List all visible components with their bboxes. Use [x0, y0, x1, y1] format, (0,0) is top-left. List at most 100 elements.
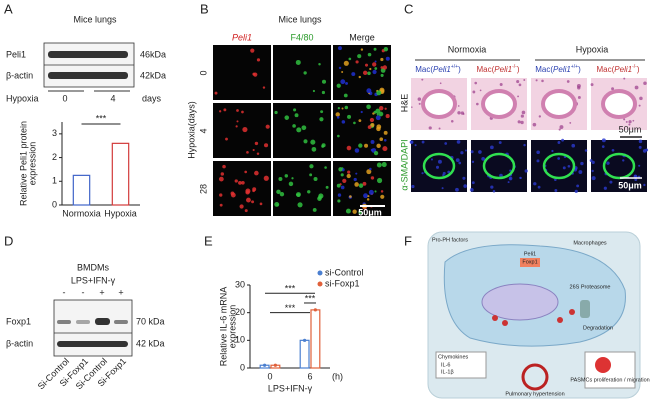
cell-dot — [222, 164, 226, 169]
cell-dot — [238, 181, 242, 185]
dapi-dot — [411, 184, 415, 189]
dapi-dot — [441, 187, 444, 190]
bar-dot — [313, 308, 317, 312]
cell-dot — [383, 139, 387, 142]
dapi-dot — [455, 158, 460, 163]
bar-dot — [263, 363, 267, 367]
cell-dot — [376, 113, 379, 116]
panel-title: Mice lungs — [278, 14, 322, 24]
panel-title: BMDMs — [77, 262, 109, 272]
legend-label: si-Control — [325, 267, 364, 277]
treatment-sign: - — [63, 287, 66, 297]
cell-dot — [340, 79, 346, 85]
cell-dot — [380, 73, 384, 77]
cell-dot — [336, 83, 341, 88]
cell-dot — [379, 137, 384, 142]
he-dot — [576, 83, 581, 88]
y-tick-label: 3 — [52, 128, 57, 138]
blot-row: β-actin — [6, 70, 33, 80]
genotype-part: -/- — [512, 64, 517, 70]
genotype-part: ) — [517, 65, 520, 74]
significance: *** — [96, 113, 107, 123]
cell-dot — [367, 52, 372, 57]
cell-dot — [236, 109, 239, 112]
bar-dot — [273, 363, 277, 367]
he-dot — [439, 82, 442, 85]
dapi-dot — [509, 169, 512, 172]
cell-dot — [317, 196, 322, 201]
he-dot — [521, 110, 526, 115]
cell-dot — [321, 79, 327, 84]
cell-dot — [256, 58, 261, 62]
he-dot — [417, 97, 422, 101]
dapi-dot — [584, 149, 588, 152]
dapi-dot — [591, 176, 596, 181]
cell-dot — [337, 46, 342, 51]
cell-dot — [241, 181, 245, 185]
blot-size: 42 kDa — [136, 338, 165, 348]
vessel — [542, 152, 576, 180]
blot-bands — [57, 318, 128, 347]
cell-dot — [225, 137, 228, 141]
cell-dot — [378, 111, 384, 117]
cell-dot — [239, 204, 244, 209]
genotype-part: Mac( — [597, 65, 615, 74]
dapi-dot — [606, 161, 610, 165]
ihc-image — [471, 140, 527, 192]
cell-dot — [373, 151, 379, 156]
he-dot — [639, 96, 643, 101]
dapi-dot — [567, 164, 571, 168]
legend-swatch — [317, 281, 323, 287]
cell-dot — [219, 110, 222, 113]
panel-label: F — [404, 233, 412, 248]
cell-dot — [345, 81, 349, 85]
he-dot — [559, 125, 564, 130]
bar — [111, 142, 130, 206]
schematic-label: Pulmonary hypertension — [505, 391, 564, 397]
cell-dot — [214, 91, 218, 95]
row-label: 4 — [198, 128, 208, 133]
row-label: 0 — [198, 70, 208, 75]
y-tick-label: 0 — [52, 199, 57, 209]
cell-dot — [370, 123, 375, 127]
cell-dot — [357, 54, 362, 59]
dapi-dot — [464, 149, 467, 152]
he-dot — [474, 81, 478, 85]
genotype-part: ) — [637, 65, 640, 74]
dapi-dot — [576, 184, 580, 188]
cell-dot — [366, 104, 371, 110]
dapi-dot — [557, 141, 561, 144]
blot-row: Foxp1 — [6, 316, 31, 326]
he-dot — [516, 80, 520, 84]
cell-dot — [374, 67, 378, 70]
dapi-dot — [533, 182, 537, 186]
genotype-labels: Mac(Peli1+/+) Mac(Peli1-/-) Mac(Peli1+/+) M… — [415, 64, 640, 74]
column-header: Peli1 — [232, 32, 252, 42]
cell-dot — [351, 72, 356, 77]
blot-size: 42kDa — [140, 70, 166, 80]
dapi-dot — [601, 138, 606, 143]
cell-dot — [336, 183, 341, 188]
cell-dot — [292, 124, 296, 128]
dapi-dot — [524, 169, 528, 173]
y-tick-label: 2 — [52, 152, 57, 162]
dapi-dot — [414, 144, 417, 147]
condition-level: 4 — [110, 93, 115, 103]
cell-dot — [354, 182, 359, 187]
dapi-dot — [519, 176, 522, 179]
cell-dot — [279, 192, 285, 197]
vessel — [421, 89, 457, 119]
micrographs — [213, 45, 391, 216]
legend-swatch — [317, 270, 323, 276]
cell-dot — [241, 110, 244, 114]
dapi-dot — [442, 171, 446, 175]
dapi-dot — [571, 143, 576, 148]
he-dot — [638, 104, 641, 107]
cell-dot — [335, 112, 340, 117]
cell-dot — [246, 151, 249, 154]
panel-title: Mice lungs — [73, 14, 117, 24]
he-dot — [569, 122, 572, 124]
cell-dot — [254, 170, 259, 176]
dapi-dot — [578, 170, 583, 174]
